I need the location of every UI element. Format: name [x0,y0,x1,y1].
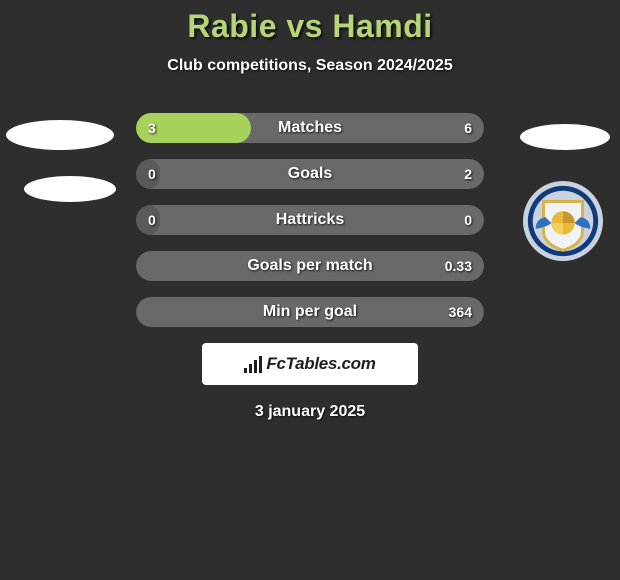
stat-right-value: 364 [449,304,472,320]
stat-label: Min per goal [136,303,484,321]
player2-avatar-placeholder [520,124,610,150]
stats-rows: 3Matches60Goals20Hattricks0Goals per mat… [136,113,484,327]
stat-row: Goals per match0.33 [136,251,484,281]
stats-card: Rabie vs Hamdi Club competitions, Season… [0,0,620,421]
brand-text: FcTables.com [266,354,375,374]
stat-right-value: 2 [464,166,472,182]
club-badge-icon [514,180,612,262]
page-title: Rabie vs Hamdi [0,8,620,45]
stat-row: Min per goal364 [136,297,484,327]
subtitle: Club competitions, Season 2024/2025 [0,57,620,75]
stat-right-value: 0 [464,212,472,228]
brand-badge[interactable]: FcTables.com [202,343,418,385]
stat-label: Goals per match [136,257,484,275]
stat-label: Goals [136,165,484,183]
player1-avatar-placeholder [6,120,114,150]
stat-label: Matches [136,119,484,137]
date-label: 3 january 2025 [0,403,620,421]
stat-row: 3Matches6 [136,113,484,143]
stat-row: 0Goals2 [136,159,484,189]
player1-club-placeholder [24,176,116,202]
stat-right-value: 6 [464,120,472,136]
brand-bars-icon [244,355,262,373]
stat-right-value: 0.33 [445,258,472,274]
stat-row: 0Hattricks0 [136,205,484,235]
stat-label: Hattricks [136,211,484,229]
